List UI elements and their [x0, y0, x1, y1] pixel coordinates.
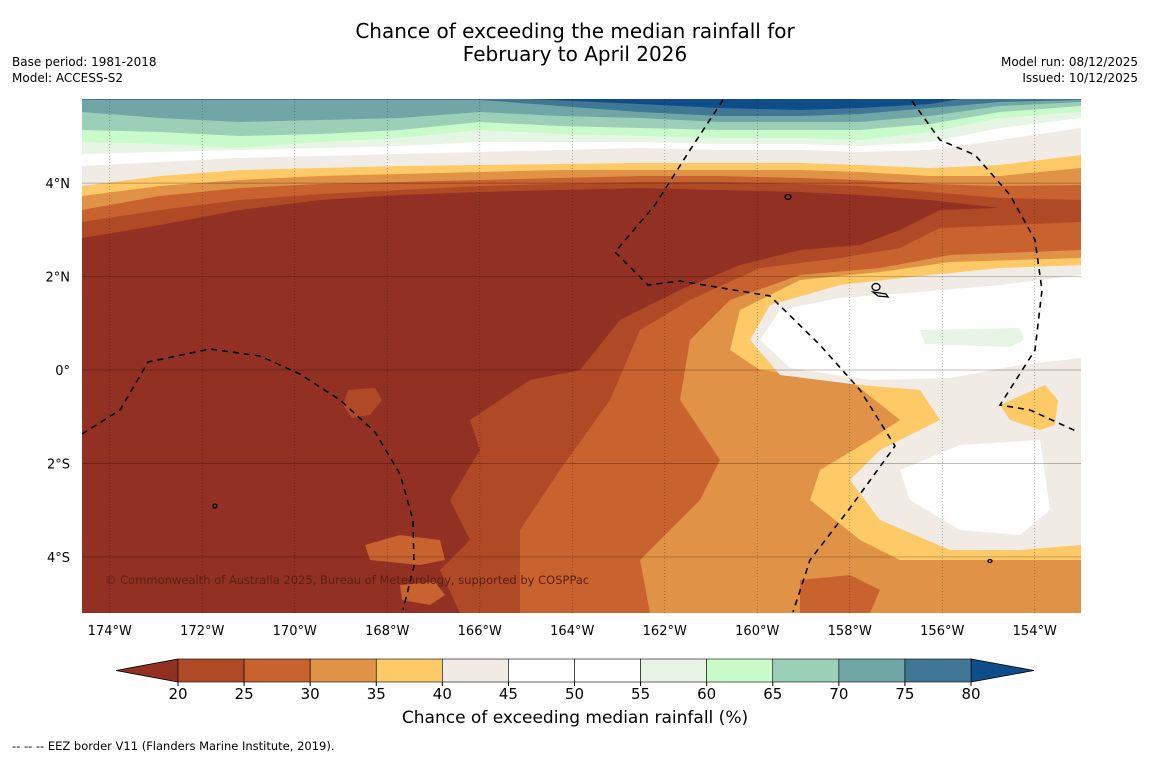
title-line-2: February to April 2026: [462, 42, 688, 66]
lon-label: 174°W: [88, 624, 132, 639]
copyright-text: © Commonwealth of Australia 2025, Bureau…: [105, 573, 589, 587]
colorbar-over-arrow: [970, 658, 1035, 683]
colorbar-tick-label: 75: [895, 685, 914, 700]
base-period: Base period: 1981-2018: [12, 55, 157, 69]
region-east-45-55: [760, 275, 1081, 380]
colorbar-tick-label: 25: [235, 685, 254, 700]
colorbar-bin: [838, 658, 906, 683]
colorbar-bin: [574, 658, 641, 683]
colorbar: 20 25 30 35 40 45 50 55 60 65 70 75 80: [115, 658, 1035, 700]
colorbar-tick-label: 40: [433, 685, 452, 700]
colorbar-title: Chance of exceeding median rainfall (%): [401, 708, 749, 728]
eez-border-west: [82, 348, 415, 611]
lon-label: 158°W: [828, 624, 872, 639]
lon-label: 166°W: [458, 624, 502, 639]
lat-label: 4°S: [47, 551, 70, 566]
colorbar-tick-label: 35: [367, 685, 386, 700]
colorbar-bin: [508, 658, 575, 683]
colorbar-bin: [177, 658, 245, 683]
colorbar-tick-label: 65: [763, 685, 782, 700]
patch-sw-25-30: [400, 582, 445, 605]
lon-label: 172°W: [180, 624, 224, 639]
eez-border-north: [613, 99, 896, 613]
lon-label: 170°W: [273, 624, 317, 639]
colorbar-bin: [706, 658, 774, 683]
eez-footnote: -- -- -- EEZ border V11 (Flanders Marine…: [12, 739, 335, 753]
colorbar-bin: [375, 658, 443, 683]
island-3: [870, 290, 890, 298]
lon-label: 156°W: [920, 624, 964, 639]
region-east-55-60: [920, 328, 1024, 347]
lat-label: 0°: [55, 364, 70, 379]
patch-east-35-40: [1000, 385, 1058, 430]
colorbar-under-arrow: [115, 658, 179, 683]
colorbar-tick-label: 45: [499, 685, 518, 700]
island-5: [987, 558, 993, 564]
colorbar-tick-label: 60: [697, 685, 716, 700]
island-4: [212, 503, 218, 509]
lat-label: 2°N: [46, 271, 71, 286]
map-field: [82, 99, 1081, 613]
colorbar-bin: [772, 658, 840, 683]
patch-central-20-25: [343, 388, 382, 418]
patch-southeast-25-30: [800, 575, 880, 613]
lon-label: 160°W: [735, 624, 779, 639]
model-run: Model run: 08/12/2025: [1000, 55, 1138, 69]
colorbar-tick-label: 50: [565, 685, 584, 700]
eez-borders: [82, 99, 1079, 613]
island-1: [784, 193, 792, 201]
lon-label: 168°W: [365, 624, 409, 639]
colorbar-tick-label: 30: [301, 685, 320, 700]
lat-label: 4°N: [46, 177, 71, 192]
title-line-1: Chance of exceeding the median rainfall …: [355, 19, 795, 43]
colorbar-bin: [309, 658, 377, 683]
lat-labels: 4°N 2°N 0° 2°S 4°S: [46, 177, 71, 566]
patch-south-25-30: [365, 535, 445, 565]
islands: [212, 193, 993, 564]
lon-label: 154°W: [1013, 624, 1057, 639]
colorbar-tick-label: 70: [829, 685, 848, 700]
colorbar-bin: [904, 658, 972, 683]
colorbar-tick-label: 20: [168, 685, 187, 700]
grid-lines: [82, 99, 1081, 613]
colorbar-bin: [640, 658, 707, 683]
meta-right: Model run: 08/12/2025 Issued: 10/12/2025: [1001, 54, 1138, 86]
band-north-over-80: [530, 99, 960, 110]
lon-label: 162°W: [643, 624, 687, 639]
lon-label: 164°W: [550, 624, 594, 639]
island-2: [871, 282, 881, 292]
eez-border-east: [911, 100, 1079, 433]
lat-label: 2°S: [47, 457, 70, 472]
colorbar-tick-label: 55: [631, 685, 650, 700]
rainfall-map: © Commonwealth of Australia 2025, Bureau…: [46, 99, 1081, 700]
issued-date: Issued: 10/12/2025: [1022, 71, 1138, 85]
model-name: Model: ACCESS-S2: [12, 71, 124, 85]
lon-labels: 174°W 172°W 170°W 168°W 166°W 164°W 162°W 160°W…: [88, 624, 1057, 639]
colorbar-bin: [442, 658, 509, 683]
region-south-45-55: [900, 440, 1050, 535]
colorbar-tick-label: 80: [961, 685, 980, 700]
meta-left: Base period: 1981-2018 Model: ACCESS-S2: [12, 54, 157, 86]
colorbar-bin: [243, 658, 311, 683]
